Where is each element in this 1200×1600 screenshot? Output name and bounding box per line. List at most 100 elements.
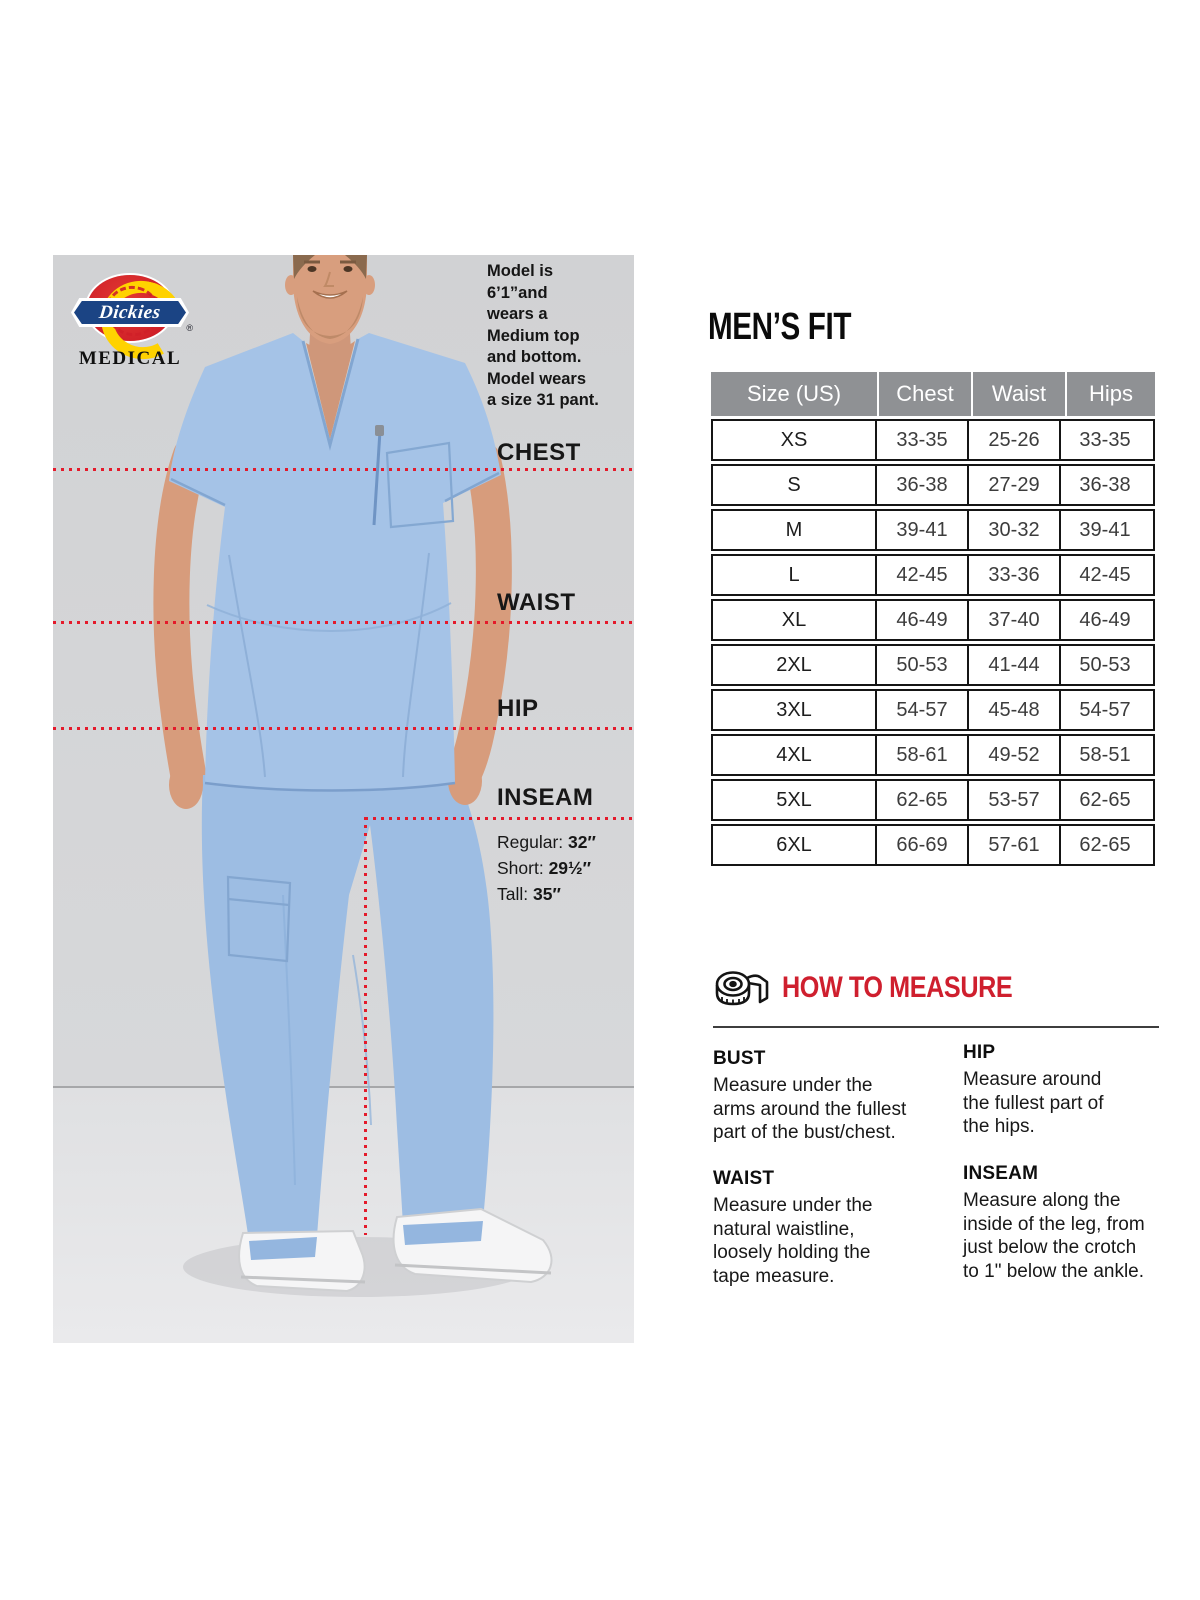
size-cell: XL xyxy=(713,601,877,639)
table-row: L 42-45 33-36 42-45 xyxy=(711,554,1155,596)
table-row: 3XL 54-57 45-48 54-57 xyxy=(711,689,1155,731)
range-cell: 25-26 xyxy=(969,421,1061,459)
range-cell: 46-49 xyxy=(877,601,969,639)
medical-label: MEDICAL xyxy=(78,348,182,369)
table-row: M 39-41 30-32 39-41 xyxy=(711,509,1155,551)
dickies-logo: Dickies ® xyxy=(71,272,193,368)
range-cell: 58-61 xyxy=(877,736,969,774)
header-size: Size (US) xyxy=(711,372,879,416)
measure-section-hip: HIP Measure around the fullest part of t… xyxy=(963,1042,1163,1139)
table-row: 2XL 50-53 41-44 50-53 xyxy=(711,644,1155,686)
table-row: XL 46-49 37-40 46-49 xyxy=(711,599,1155,641)
range-cell: 66-69 xyxy=(877,826,969,864)
range-cell: 30-32 xyxy=(969,511,1061,549)
size-cell: 6XL xyxy=(713,826,877,864)
range-cell: 39-41 xyxy=(877,511,969,549)
photo-floor-line xyxy=(53,1086,634,1088)
range-cell: 50-53 xyxy=(877,646,969,684)
inseam-options: Regular: 32″ Short: 29½″ Tall: 35″ xyxy=(497,829,596,907)
nose xyxy=(323,271,334,287)
range-cell: 39-41 xyxy=(1079,518,1131,541)
inseam-heading: INSEAM xyxy=(963,1163,1039,1184)
smile xyxy=(312,290,348,299)
table-row: 5XL 62-65 53-57 62-65 xyxy=(711,779,1155,821)
eye xyxy=(307,266,317,272)
hair xyxy=(345,255,367,279)
table-row: S 36-38 27-29 36-38 xyxy=(711,464,1155,506)
size-cell: 3XL xyxy=(713,691,877,729)
range-cell: 53-57 xyxy=(969,781,1061,819)
hair xyxy=(293,255,315,279)
size-cell: 2XL xyxy=(713,646,877,684)
range-cell: 54-57 xyxy=(877,691,969,729)
range-cell: 27-29 xyxy=(969,466,1061,504)
inseam-measure-line xyxy=(365,817,634,820)
range-cell: 36-38 xyxy=(1079,473,1131,496)
waist-description: Measure under the natural waistline, loo… xyxy=(713,1195,873,1287)
inseam-vertical-line xyxy=(364,817,367,1235)
chest-measure-line xyxy=(53,468,634,471)
range-cell: 36-38 xyxy=(877,466,969,504)
waist-heading: WAIST xyxy=(713,1168,775,1189)
left-arm xyxy=(153,437,209,797)
range-cell: 33-35 xyxy=(877,421,969,459)
range-cell: 33-35 xyxy=(1079,428,1131,451)
range-cell: 45-48 xyxy=(969,691,1061,729)
range-cell: 42-45 xyxy=(1079,563,1131,586)
size-table-body: XS 33-35 25-26 33-35 S 36-38 27-29 36-38 M 39-41 3… xyxy=(711,419,1155,866)
measure-section-bust: BUST Measure under the arms around the f… xyxy=(713,1048,945,1145)
range-cell: 58-51 xyxy=(1079,743,1131,766)
range-cell: 46-49 xyxy=(1079,608,1131,631)
model-info-text: Model is 6’1”and wears a Medium top and … xyxy=(487,262,599,409)
waist-measure-line xyxy=(53,621,634,624)
logo-wordmark: Dickies xyxy=(98,301,162,323)
size-table: Size (US) Chest Waist Hips XS 33-35 25-26 3… xyxy=(711,372,1155,866)
bust-heading: BUST xyxy=(713,1048,766,1069)
model-photo-panel: Dickies ® MEDICAL Model is 6’1”and wears… xyxy=(53,255,634,1343)
range-cell: 50-53 xyxy=(1079,653,1131,676)
registered-mark: ® xyxy=(186,323,193,333)
right-arm xyxy=(445,442,512,793)
section-divider xyxy=(713,1026,1159,1028)
waist-label: WAIST xyxy=(497,589,576,616)
table-row: 4XL 58-61 49-52 58-51 xyxy=(711,734,1155,776)
table-row: 6XL 66-69 57-61 62-65 xyxy=(711,824,1155,866)
measure-section-waist: WAIST Measure under the natural waistlin… xyxy=(713,1168,945,1288)
face xyxy=(293,255,367,344)
table-row: XS 33-35 25-26 33-35 xyxy=(711,419,1155,461)
size-cell: S xyxy=(713,466,877,504)
range-cell: 49-52 xyxy=(969,736,1061,774)
left-hand xyxy=(169,761,203,809)
size-cell: L xyxy=(713,556,877,594)
inseam-tall: Tall: 35″ xyxy=(497,884,561,904)
chest-label: CHEST xyxy=(497,439,581,466)
range-cell: 41-44 xyxy=(969,646,1061,684)
range-cell: 54-57 xyxy=(1079,698,1131,721)
bust-description: Measure under the arms around the fulles… xyxy=(713,1075,907,1143)
range-cell: 37-40 xyxy=(969,601,1061,639)
inseam-label: INSEAM xyxy=(497,784,594,811)
size-cell: 4XL xyxy=(713,736,877,774)
header-chest: Chest xyxy=(879,372,973,416)
photo-floor xyxy=(53,1087,634,1343)
range-cell: 62-65 xyxy=(877,781,969,819)
inseam-short: Short: 29½″ xyxy=(497,858,592,878)
chest-zipper xyxy=(372,430,382,526)
header-hips: Hips xyxy=(1088,381,1133,406)
how-to-measure-title: HOW TO MEASURE xyxy=(782,971,1013,1004)
v-neck-trim xyxy=(301,338,360,451)
scrub-pants xyxy=(201,775,494,1241)
page-title: MEN’S FIT xyxy=(708,306,852,348)
logo-banner: Dickies xyxy=(71,298,189,327)
size-cell: M xyxy=(713,511,877,549)
range-cell: 33-36 xyxy=(969,556,1061,594)
measuring-tape-icon xyxy=(715,971,769,1006)
range-cell: 62-65 xyxy=(1079,833,1131,856)
hip-measure-line xyxy=(53,727,634,730)
size-table-header: Size (US) Chest Waist Hips xyxy=(711,372,1155,416)
inseam-regular: Regular: 32″ xyxy=(497,832,596,852)
hip-heading: HIP xyxy=(963,1042,996,1063)
range-cell: 42-45 xyxy=(877,556,969,594)
size-cell: 5XL xyxy=(713,781,877,819)
